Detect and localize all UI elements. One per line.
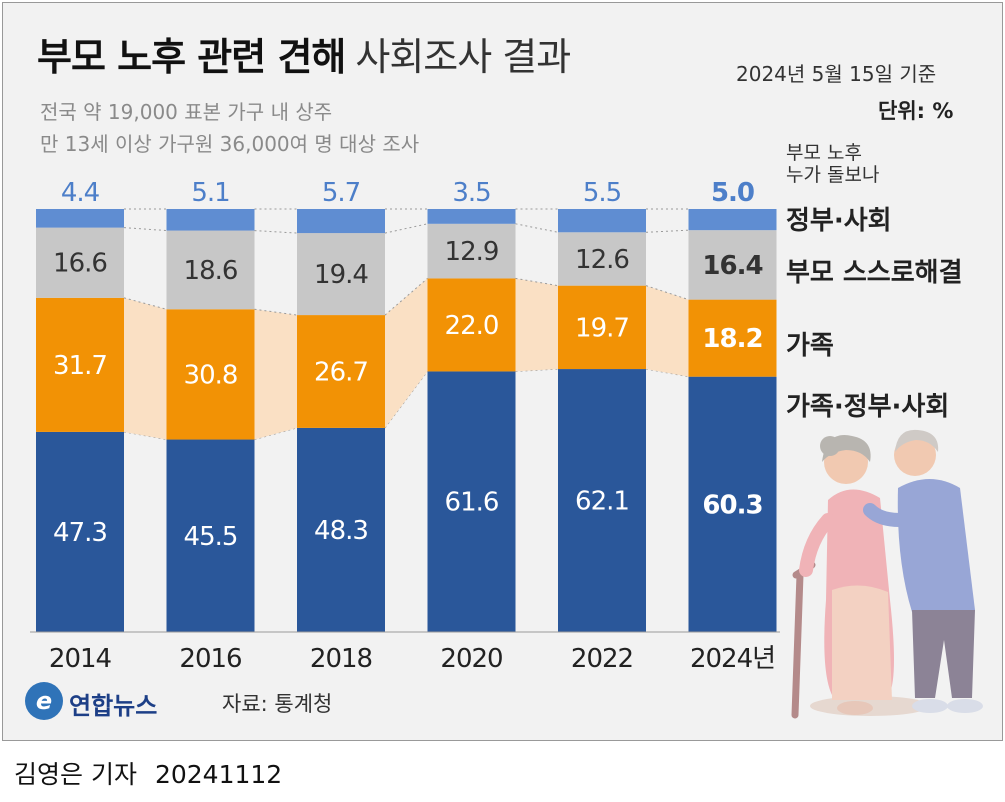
bars-layer — [36, 209, 777, 632]
bar-segment — [166, 209, 255, 231]
unit-label: 단위: % — [878, 99, 954, 123]
data-label: 30.8 — [184, 360, 238, 390]
data-label: 62.1 — [575, 487, 629, 517]
publish-date: 20241112 — [154, 760, 283, 789]
bar-segment — [297, 209, 385, 234]
legend-government-society: 정부·사회 — [786, 206, 892, 236]
bar-segment — [558, 285, 646, 370]
connector-band-family — [646, 285, 689, 377]
legend-parents-themselves: 부모 스스로해결 — [786, 258, 963, 288]
x-tick-label: 2024년 — [690, 644, 775, 674]
bar-segment — [166, 309, 255, 440]
connector-line — [254, 230, 298, 234]
data-label: 4.4 — [61, 178, 100, 208]
yonhap-logo-mark: e — [25, 682, 63, 720]
connector-line — [645, 229, 689, 233]
data-label: 12.6 — [575, 245, 629, 275]
bar-segment — [166, 230, 255, 310]
elderly-couple-illustration — [791, 429, 983, 719]
connector-line — [515, 223, 559, 233]
connector-line — [515, 368, 559, 372]
connector-line — [384, 277, 428, 316]
bar-segment — [688, 299, 777, 377]
legend-family: 가족 — [786, 331, 834, 361]
connector-band-family — [385, 278, 428, 428]
credit-line: 김영은 기자 20241112 — [14, 755, 282, 791]
connector-band-family — [254, 309, 297, 440]
bar-segment — [36, 227, 124, 298]
title-light: 사회조사 결과 — [355, 35, 571, 79]
title-bold: 부모 노후 관련 견해 — [37, 35, 346, 79]
bar-segment — [36, 297, 124, 432]
data-label: 5.0 — [711, 178, 754, 208]
bar-segment — [688, 376, 777, 632]
connector-line — [254, 308, 298, 316]
subtitle-line-2: 만 13세 이상 가구원 36,000여 명 대상 조사 — [40, 132, 420, 156]
x-tick-label: 2014 — [49, 644, 112, 674]
connector-bands — [123, 208, 689, 441]
connector-band-family — [515, 278, 558, 372]
data-label: 31.7 — [53, 351, 107, 381]
data-label: 45.5 — [184, 522, 238, 552]
x-tick-label: 2016 — [179, 644, 241, 674]
data-label: 5.1 — [191, 178, 229, 208]
data-label: 26.7 — [314, 357, 368, 387]
data-label: 61.6 — [445, 488, 499, 518]
bar-segment — [36, 209, 124, 228]
data-label: 60.3 — [702, 490, 762, 520]
data-label: 47.3 — [53, 518, 107, 548]
x-axis-labels: 2014 2016 2018 2020 2022 2024년 — [30, 631, 780, 674]
page-title: 부모 노후 관련 견해 사회조사 결과 — [37, 26, 571, 81]
stacked-bar-chart: 47.3 31.7 16.6 4.4 45.5 30.8 18.6 5.1 48.3 26.7 19… — [30, 178, 983, 719]
legend-question-line-1: 부모 노후 — [786, 142, 862, 164]
data-labels-layer: 47.3 31.7 16.6 4.4 45.5 30.8 18.6 5.1 48.3 26.7 19… — [53, 178, 764, 552]
bar-segment — [688, 230, 777, 300]
bar-segment — [558, 369, 646, 632]
connector-band-family — [124, 297, 167, 440]
data-label: 48.3 — [314, 516, 368, 546]
data-label: 19.4 — [314, 260, 368, 290]
connector-line — [384, 371, 428, 429]
connector-line — [123, 297, 167, 310]
bar-segment — [427, 209, 516, 224]
legend-family-government-society: 가족·정부·사회 — [786, 392, 950, 422]
bar-segment — [427, 371, 516, 632]
bar-segment — [297, 315, 385, 428]
data-label: 12.9 — [445, 237, 499, 267]
bar-segment — [558, 232, 646, 286]
data-label: 16.6 — [53, 249, 107, 279]
x-tick-label: 2018 — [310, 644, 372, 674]
data-label: 16.4 — [702, 251, 762, 281]
yonhap-logo: e 연합뉴스 — [25, 678, 185, 720]
connector-line — [123, 227, 167, 232]
bar-segment — [36, 431, 124, 632]
data-label: 22.0 — [445, 311, 499, 341]
yonhap-logo-text: 연합뉴스 — [69, 692, 158, 720]
data-label: 18.6 — [184, 256, 238, 286]
connector-line — [384, 223, 428, 234]
legend-question: 부모 노후 누가 돌보나 — [786, 142, 879, 186]
connector-line — [515, 277, 559, 287]
data-label: 5.5 — [583, 178, 621, 208]
subtitle-line-1: 전국 약 19,000 표본 가구 내 상주 — [40, 100, 333, 124]
data-label: 5.7 — [322, 178, 360, 208]
bar-segment — [558, 209, 646, 233]
x-tick-label: 2022 — [571, 644, 633, 674]
data-label: 18.2 — [702, 324, 762, 354]
bar-segment — [427, 278, 516, 372]
as-of-date: 2024년 5월 15일 기준 — [736, 62, 937, 86]
bar-segment — [166, 439, 255, 632]
bar-segment — [297, 427, 385, 632]
x-tick-label: 2020 — [440, 644, 502, 674]
legend-question-line-2: 누가 돌보나 — [786, 164, 880, 186]
data-label: 19.7 — [575, 313, 629, 343]
bar-segment — [688, 209, 777, 231]
bar-segment — [297, 233, 385, 316]
bar-segment — [427, 223, 516, 279]
reporter-name: 김영은 기자 — [14, 760, 137, 789]
data-label: 3.5 — [452, 178, 490, 208]
data-source: 자료: 통계청 — [222, 692, 333, 716]
